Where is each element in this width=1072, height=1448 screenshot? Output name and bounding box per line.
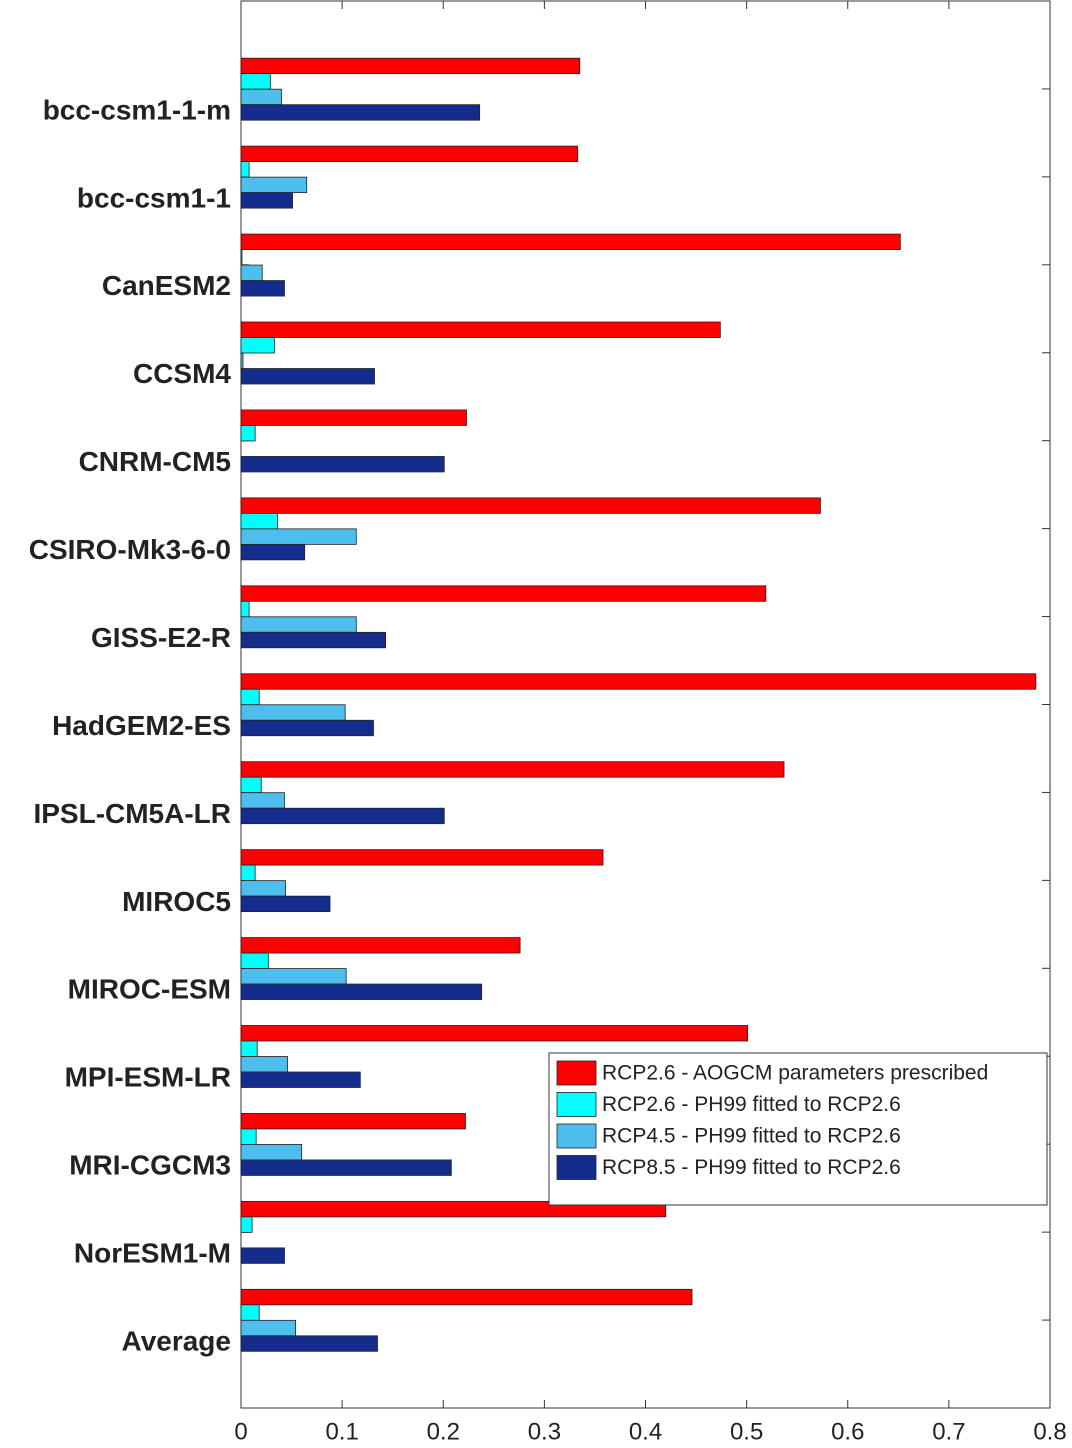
y-tick-label: HadGEM2-ES (52, 710, 231, 741)
x-tick-label: 0.3 (528, 1418, 561, 1445)
bar (240, 968, 347, 985)
bar (240, 528, 357, 545)
legend-swatch (556, 1155, 597, 1180)
x-tick-label: 0 (234, 1418, 247, 1445)
bar (240, 1335, 378, 1352)
bar (240, 1216, 253, 1233)
bar (240, 849, 604, 866)
bar (240, 807, 445, 825)
bar (240, 543, 306, 561)
x-tick-label: 0.7 (932, 1418, 965, 1445)
bar (240, 704, 346, 721)
bar (240, 497, 821, 514)
legend-box (548, 1052, 1048, 1206)
legend-swatch (556, 1060, 597, 1086)
bar (240, 1056, 288, 1073)
x-tick-label: 0.2 (427, 1418, 460, 1445)
bar (240, 880, 286, 897)
y-tick-label: MIROC-ESM (68, 974, 231, 1005)
bar (240, 688, 260, 706)
x-tick-label: 0.5 (730, 1418, 763, 1445)
bar (240, 512, 278, 530)
bar (240, 1304, 260, 1321)
bar (240, 1319, 297, 1337)
bar (240, 937, 521, 954)
x-tick-label: 0.1 (325, 1418, 358, 1445)
bar (240, 673, 1037, 690)
legend-label: RCP4.5 - PH99 fitted to RCP2.6 (602, 1125, 901, 1148)
bar (240, 104, 481, 121)
legend-swatch (556, 1123, 597, 1149)
y-tick-label: MRI-CGCM3 (69, 1150, 231, 1181)
y-tick-label: IPSL-CM5A-LR (33, 798, 231, 829)
bar (240, 352, 244, 369)
y-tick-label: CanESM2 (102, 270, 231, 301)
bar (240, 409, 467, 426)
y-tick-label: CCSM4 (133, 358, 231, 389)
bar (240, 1144, 303, 1161)
bar (240, 600, 250, 618)
bar (240, 368, 375, 385)
bar (240, 983, 483, 1000)
bar (240, 456, 445, 473)
x-tick-label: 0.6 (831, 1418, 864, 1445)
bar (240, 1071, 361, 1088)
bar (240, 425, 256, 442)
bar (240, 176, 308, 194)
x-tick-label: 0.8 (1033, 1418, 1066, 1445)
bar (240, 1025, 749, 1042)
bar (240, 792, 285, 809)
bar (240, 1128, 257, 1145)
bar (240, 280, 285, 297)
x-tick-label: 0.4 (629, 1418, 662, 1445)
bar (240, 1159, 452, 1176)
bar (240, 57, 581, 75)
bar (240, 1247, 285, 1264)
y-tick-label: Average (122, 1325, 231, 1356)
bar (240, 1040, 258, 1057)
bar (240, 616, 357, 633)
y-tick-label: bcc-csm1-1 (77, 182, 231, 213)
bar (240, 631, 387, 649)
y-tick-label: NorESM1-M (74, 1238, 231, 1269)
bar (240, 73, 271, 90)
bar (240, 1288, 693, 1306)
bar (240, 952, 269, 969)
legend-swatch (556, 1092, 597, 1117)
bar (240, 895, 331, 913)
bar (240, 264, 263, 281)
y-tick-label: bcc-csm1-1-m (43, 94, 231, 125)
bar (240, 192, 293, 209)
bar (240, 1113, 466, 1130)
legend-label: RCP2.6 - PH99 fitted to RCP2.6 (602, 1093, 901, 1116)
legend-label: RCP2.6 - AOGCM parameters prescribed (602, 1062, 988, 1085)
y-tick-label: MIROC5 (122, 886, 231, 917)
y-tick-label: GISS-E2-R (91, 622, 231, 653)
bar (240, 864, 256, 882)
y-tick-label: MPI-ESM-LR (65, 1062, 231, 1093)
bar (240, 719, 374, 737)
legend-label: RCP8.5 - PH99 fitted to RCP2.6 (602, 1156, 901, 1179)
bar (240, 585, 767, 602)
bar (240, 233, 901, 250)
bar (240, 321, 721, 338)
bar (240, 337, 275, 354)
bar (240, 88, 282, 106)
bar (240, 761, 785, 778)
bar (240, 776, 262, 794)
y-tick-label: CSIRO-Mk3-6-0 (29, 534, 231, 565)
bar (240, 145, 579, 163)
bar (240, 249, 243, 266)
y-tick-label: CNRM-CM5 (79, 446, 231, 477)
bar (240, 161, 250, 178)
